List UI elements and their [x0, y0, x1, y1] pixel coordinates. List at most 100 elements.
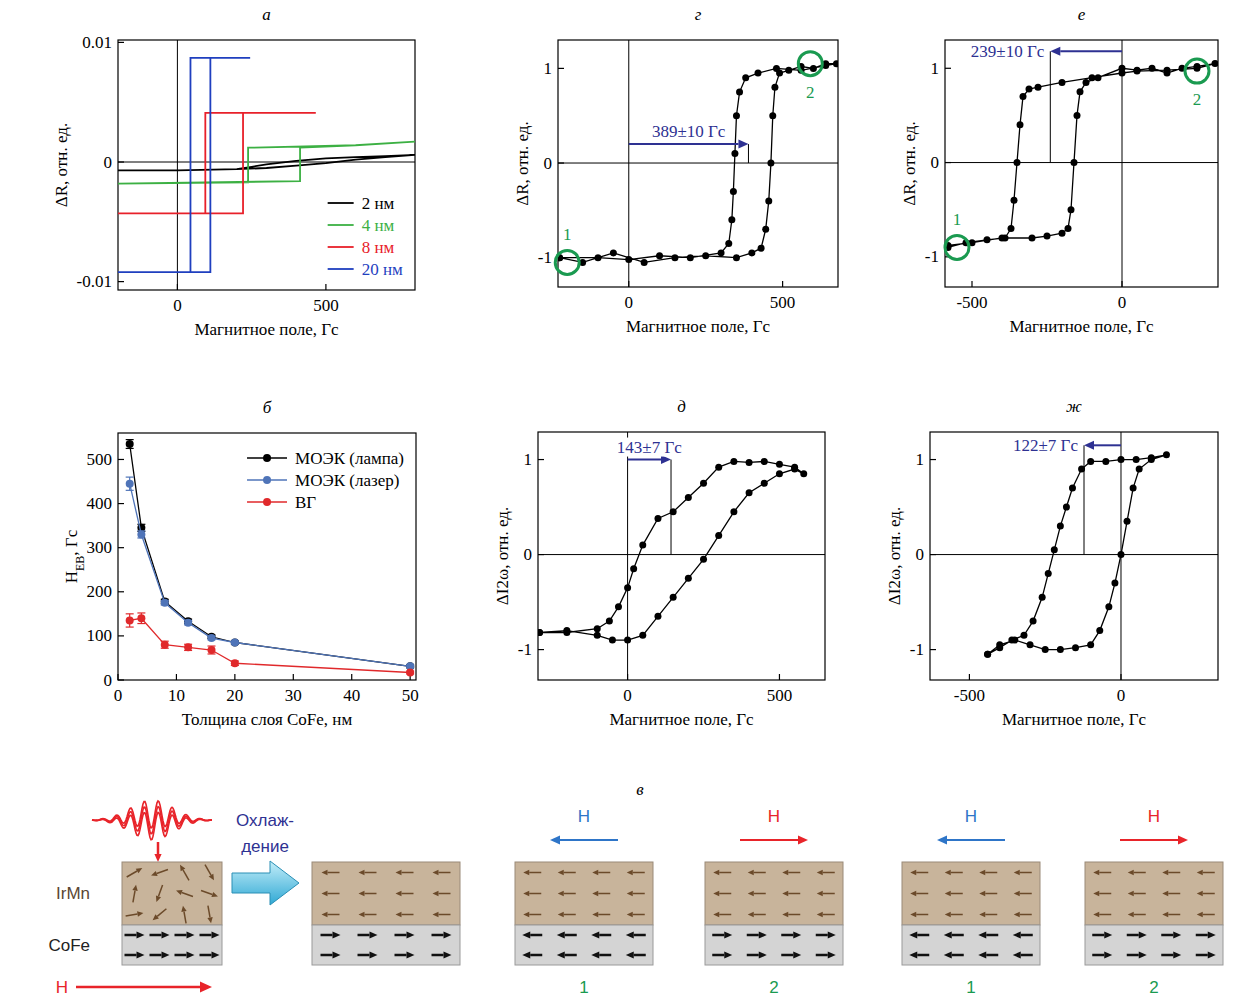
- data-point: [126, 480, 134, 488]
- legend-swatch: [328, 202, 354, 204]
- data-point: [606, 618, 613, 625]
- arrow-head: [1104, 931, 1112, 938]
- cooling-arrow: [232, 861, 299, 905]
- spin-cofe: [321, 931, 341, 938]
- arrow-head: [909, 931, 917, 938]
- spin-irmn: [713, 912, 731, 917]
- error-bar: [137, 524, 145, 531]
- heb-marker: [1084, 445, 1085, 554]
- frame: [930, 432, 1218, 680]
- spin-irmn: [1093, 870, 1111, 875]
- data-point: [833, 60, 838, 67]
- data-point: [630, 565, 637, 572]
- arrow-head: [979, 870, 985, 875]
- arrow-shaft: [565, 954, 577, 957]
- data-point: [1042, 646, 1049, 653]
- data-point: [595, 254, 602, 261]
- x-tick: [177, 284, 178, 290]
- arrow-shaft: [564, 872, 576, 874]
- heb-label: 239±10 Гс: [971, 42, 1045, 61]
- spin-irmn: [322, 912, 340, 917]
- spin-cofe: [909, 931, 929, 938]
- annotation: 122±7 Гс: [1011, 436, 1121, 555]
- data-point: [1017, 121, 1024, 128]
- spin-irmn: [558, 912, 576, 917]
- data-point: [1102, 458, 1109, 465]
- arrow-head: [1139, 931, 1147, 938]
- arrow-head: [979, 891, 985, 896]
- legend-swatch: [328, 268, 354, 270]
- y-tick: [538, 649, 544, 650]
- spin-cofe: [944, 931, 964, 938]
- x-tick-label: 50: [402, 686, 419, 705]
- data-point: [685, 575, 692, 582]
- data-point: [137, 614, 145, 622]
- arrow-head: [522, 931, 530, 938]
- arrow-head: [817, 870, 823, 875]
- legend-swatch: [328, 224, 354, 226]
- field-label: H: [1148, 807, 1160, 826]
- layer-label: CoFe: [48, 936, 90, 955]
- spin-irmn: [207, 906, 212, 924]
- arrow-head: [396, 870, 402, 875]
- data-point: [746, 459, 753, 466]
- arrow-shaft: [816, 934, 828, 937]
- arrow-shaft: [985, 893, 997, 895]
- panel-letter: а: [262, 5, 271, 24]
- arrow-shaft: [560, 839, 618, 841]
- series-line: [540, 461, 804, 640]
- arrow-head: [154, 854, 161, 862]
- arrow-shaft: [1203, 893, 1215, 895]
- arrow-shaft: [629, 143, 739, 145]
- arrow-shaft: [126, 914, 138, 916]
- arrow-shaft: [1020, 914, 1032, 916]
- spin-irmn: [433, 870, 451, 875]
- arrow-head: [1014, 891, 1020, 896]
- spin-irmn: [558, 870, 576, 875]
- spin-irmn: [910, 870, 928, 875]
- data-point: [1051, 546, 1058, 553]
- arrow-head: [937, 836, 947, 845]
- arrow-head: [748, 870, 754, 875]
- panel-letter: ж: [1066, 397, 1082, 416]
- arrow-shaft: [633, 893, 645, 895]
- y-tick: [930, 649, 936, 650]
- data-point: [624, 637, 631, 644]
- spin-cofe: [909, 951, 929, 958]
- spin-cofe: [321, 951, 341, 958]
- spin-irmn: [523, 912, 541, 917]
- spin-irmn: [359, 870, 377, 875]
- y-tick: [118, 161, 124, 162]
- data-point: [1057, 646, 1064, 653]
- error-cap: [126, 626, 134, 627]
- spin-cofe: [395, 951, 415, 958]
- data-point: [1105, 603, 1112, 610]
- y-tick: [945, 162, 951, 163]
- arrow-shaft: [564, 893, 576, 895]
- spin-cofe: [626, 931, 646, 938]
- x-tick-label: 0: [1117, 686, 1126, 705]
- arrow-shaft: [1196, 934, 1208, 937]
- heb-label: 143±7 Гс: [617, 438, 682, 457]
- arrow-shaft: [365, 893, 377, 895]
- data-point: [1020, 93, 1027, 100]
- frame: [558, 40, 838, 287]
- arrow-shaft: [184, 912, 186, 924]
- data-point: [231, 659, 239, 667]
- arrow-head: [180, 865, 185, 872]
- spin-irmn: [627, 891, 645, 896]
- spin-cofe: [1161, 931, 1181, 938]
- error-cap: [126, 613, 134, 614]
- field-label: H: [56, 978, 68, 997]
- y-axis-title-part: H: [62, 571, 81, 583]
- error-cap: [137, 623, 145, 624]
- data-point: [184, 619, 192, 627]
- spin-irmn: [1093, 912, 1111, 917]
- arrow-shaft: [358, 934, 370, 937]
- arrow-head: [782, 891, 788, 896]
- spin-irmn: [201, 890, 218, 897]
- x-tick-label: 500: [313, 296, 339, 315]
- x-tick-label: 30: [285, 686, 302, 705]
- spin-irmn: [1014, 912, 1032, 917]
- y-tick: [118, 591, 124, 592]
